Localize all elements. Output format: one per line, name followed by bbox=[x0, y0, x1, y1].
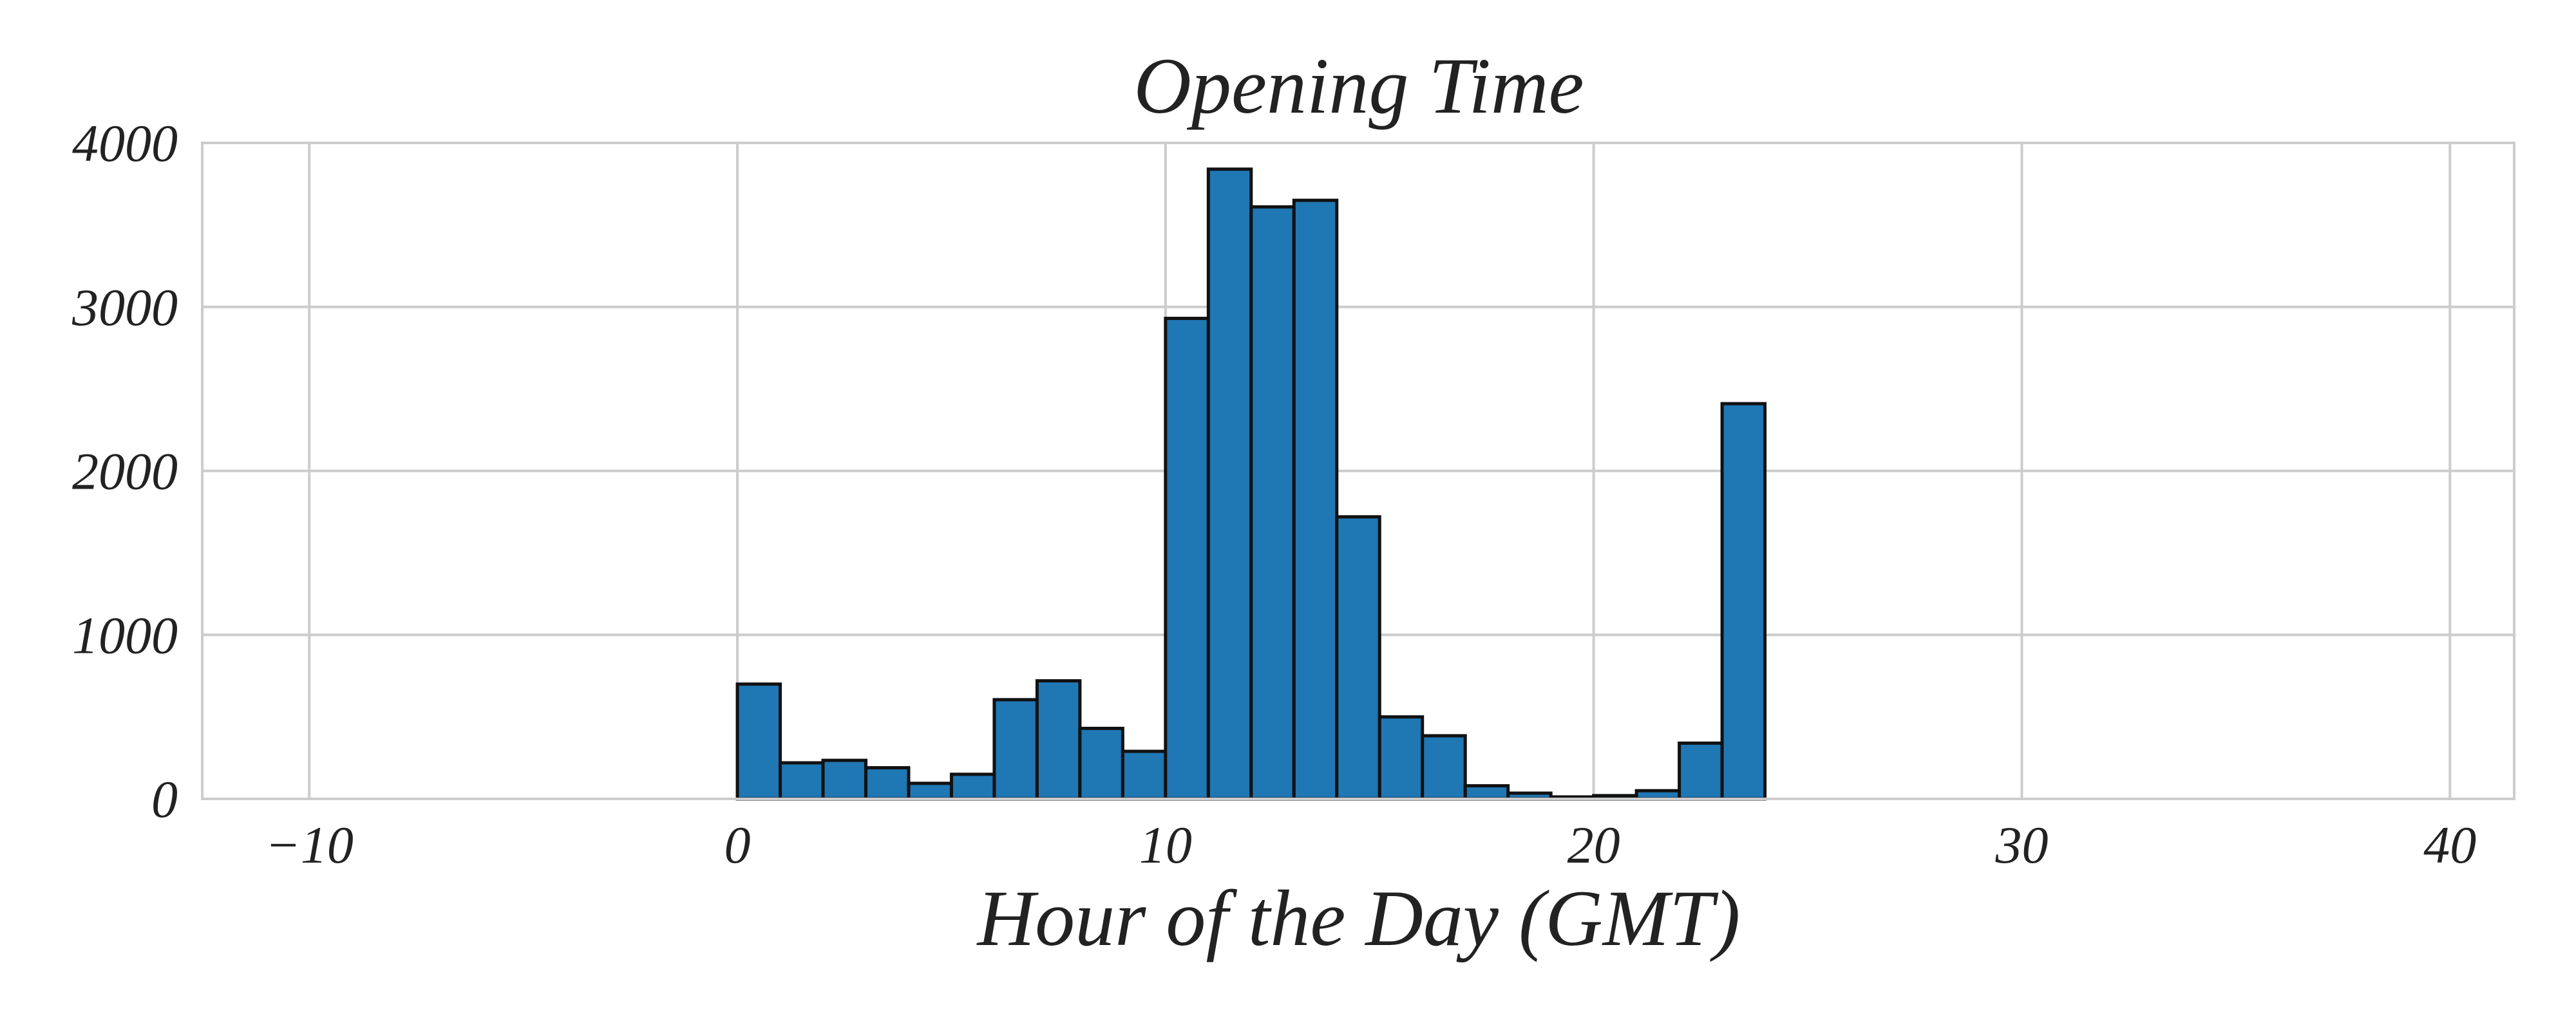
histogram-bar-22 bbox=[1249, 205, 1296, 801]
histogram-bar-19 bbox=[1121, 749, 1168, 801]
y-axis-ticks: 0 1000 2000 3000 4000 bbox=[71, 114, 178, 829]
histogram-bar-10 bbox=[735, 682, 782, 801]
histogram-bar-14 bbox=[907, 782, 953, 801]
histogram-bar-17 bbox=[1035, 679, 1082, 801]
histogram-bar-32 bbox=[1678, 741, 1724, 801]
histogram-bar-23 bbox=[1292, 198, 1339, 801]
histogram-bar-11 bbox=[779, 761, 825, 801]
histogram-bar-16 bbox=[992, 698, 1039, 801]
histogram-bar-25 bbox=[1378, 715, 1425, 801]
histogram-bar-18 bbox=[1078, 726, 1124, 801]
histogram-bar-21 bbox=[1206, 167, 1253, 801]
x-axis-ticks: −10 0 10 20 30 40 bbox=[265, 816, 2477, 874]
x-tick-label-5: 40 bbox=[2423, 816, 2476, 874]
chart-title: Opening Time bbox=[1133, 42, 1584, 130]
x-tick-label-3: 20 bbox=[1567, 816, 1620, 874]
histogram-bar-20 bbox=[1164, 317, 1210, 801]
y-tick-label-3: 3000 bbox=[71, 278, 178, 337]
y-tick-label-2: 2000 bbox=[72, 442, 178, 501]
histogram-bar-24 bbox=[1335, 515, 1381, 801]
histogram-bar-27 bbox=[1463, 784, 1510, 801]
y-tick-label-4: 4000 bbox=[72, 114, 178, 173]
x-tick-label-2: 10 bbox=[1139, 816, 1192, 874]
plot-frame bbox=[201, 142, 2515, 800]
x-tick-label-4: 30 bbox=[1994, 816, 2048, 874]
y-tick-label-1: 1000 bbox=[72, 606, 178, 664]
histogram-bar-26 bbox=[1421, 734, 1467, 801]
histogram-bar-13 bbox=[864, 766, 911, 801]
y-tick-label-0: 0 bbox=[151, 770, 178, 829]
histogram-bar-15 bbox=[949, 772, 996, 801]
x-tick-label-1: 0 bbox=[724, 816, 751, 874]
x-tick-label-0: −10 bbox=[265, 816, 354, 874]
histogram-bar-12 bbox=[821, 758, 867, 801]
histogram-bar-33 bbox=[1720, 402, 1767, 801]
x-axis-label: Hour of the Day (GMT) bbox=[976, 874, 1741, 962]
